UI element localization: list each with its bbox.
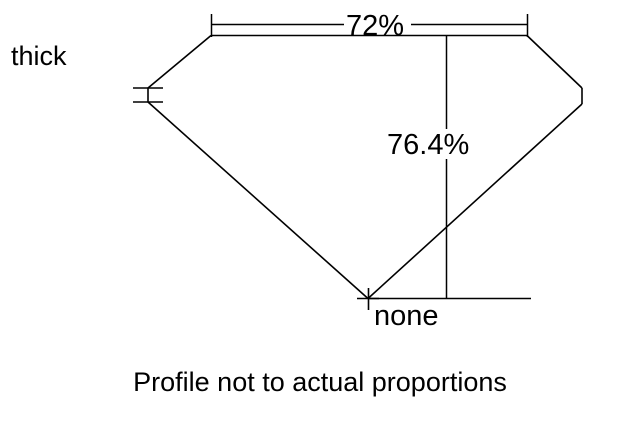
diagram-caption: Profile not to actual proportions [133,367,507,397]
girdle-thickness-label: thick [11,41,67,71]
pavilion-left-slope [147,101,369,300]
depth-percent-label: 76.4% [387,129,469,161]
crown-right-slope [526,34,583,89]
crown-left-slope [147,34,212,89]
culet-size-label: none [374,300,439,332]
pavilion-right-slope [367,103,583,300]
table-percent-label: 72% [346,10,404,42]
